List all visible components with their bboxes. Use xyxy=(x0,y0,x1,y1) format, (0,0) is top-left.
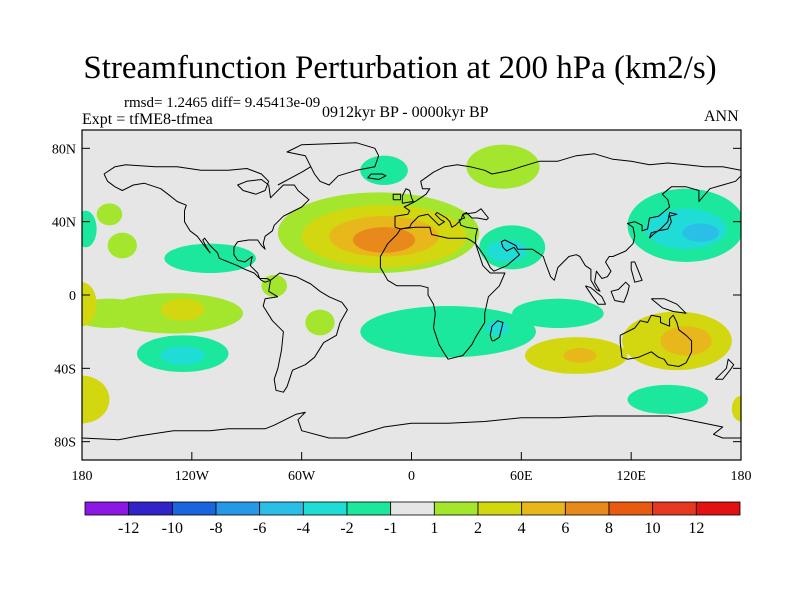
longitude-axis: 180 120W 60W 0 60E 120E 180 xyxy=(72,452,752,484)
colorbar: -12 -10 -8 -6 -4 -2 -1 1 2 4 6 8 10 12 xyxy=(84,501,741,537)
coastline-3 xyxy=(394,153,741,228)
colorbar-label: -8 xyxy=(209,520,222,537)
anomaly-east-pacific-low-edge xyxy=(82,210,97,248)
lat-tick-label: 40S xyxy=(54,362,76,377)
anomaly-south-indian-high-core xyxy=(563,348,597,363)
anomaly-madagascar-low-core xyxy=(486,320,509,336)
latitude-axis: 80N 40N 0 40S 80S xyxy=(52,142,741,451)
colorbar-swatch xyxy=(477,501,523,516)
lon-tick-label: 180 xyxy=(72,469,93,484)
coastline-14 xyxy=(610,281,630,303)
coastline-6 xyxy=(392,193,401,201)
anomaly-central-america-high xyxy=(261,274,288,297)
lon-tick-label: 60E xyxy=(510,469,533,484)
colorbar-label: 2 xyxy=(474,520,482,537)
anomaly-indian-ocean-low xyxy=(512,298,604,329)
colorbar-swatch xyxy=(695,501,741,516)
coastline-0 xyxy=(103,164,310,283)
anomaly-north-pacific-small-high xyxy=(96,203,123,226)
colorbar-swatch xyxy=(433,501,479,516)
lon-tick-label: 180 xyxy=(731,469,752,484)
colorbar-label: 6 xyxy=(561,520,569,537)
anomaly-southern-ocean-low xyxy=(627,384,709,415)
experiment-label: Expt = tfME8-tfmea xyxy=(82,111,213,128)
colorbar-label: 12 xyxy=(688,520,704,537)
coastline-13 xyxy=(584,285,606,305)
coastline-7 xyxy=(277,142,380,186)
lon-tick-label: 120E xyxy=(616,469,646,484)
colorbar-swatch xyxy=(390,501,435,516)
colorbar-swatch xyxy=(259,501,304,516)
colorbar-swatch xyxy=(652,501,697,516)
stats-line: rmsd= 1.2465 diff= 9.45413e-09 xyxy=(124,95,321,111)
coastlines xyxy=(82,142,741,460)
anomaly-brazil-high xyxy=(305,309,335,336)
colorbar-label: 8 xyxy=(605,520,613,537)
colorbar-label: -6 xyxy=(253,520,266,537)
anomaly-greenland-low xyxy=(360,155,408,185)
colorbar-label: -12 xyxy=(118,520,139,537)
lon-tick-label: 60W xyxy=(288,469,316,484)
colorbar-swatch xyxy=(215,501,261,516)
colorbar-label: 10 xyxy=(645,520,661,537)
coastline-1 xyxy=(262,272,348,393)
anomaly-east-pacific-high-core xyxy=(160,298,205,321)
colorbar-swatch xyxy=(521,501,566,516)
colorbar-label: 1 xyxy=(430,520,438,537)
anomaly-caribbean-low xyxy=(164,243,256,273)
colorbar-label: -2 xyxy=(340,520,353,537)
coastline-5 xyxy=(401,188,414,204)
colorbar-swatch xyxy=(128,501,173,516)
season-label: ANN xyxy=(704,108,739,125)
map-field xyxy=(82,130,741,460)
colorbar-swatch xyxy=(564,501,610,516)
anomaly-atlantic-west-high xyxy=(107,232,137,259)
anomaly-north-atlantic-high-peak xyxy=(352,227,416,253)
lat-tick-label: 80S xyxy=(54,436,76,451)
coastline-2 xyxy=(379,226,506,360)
anomaly-south-pacific-high-east xyxy=(731,395,741,422)
coastline-12 xyxy=(649,212,678,239)
anomaly-south-atlantic-low xyxy=(360,306,536,358)
anomaly-south-pacific-low-core xyxy=(160,346,205,365)
coastline-4 xyxy=(394,175,741,292)
anomaly-east-dateline-high xyxy=(82,282,97,327)
anomaly-tropical-pacific-low xyxy=(82,298,150,328)
coastline-11 xyxy=(489,320,504,342)
colorbar-label: 4 xyxy=(518,520,526,537)
colorbar-label: -10 xyxy=(162,520,183,537)
coastline-9 xyxy=(619,314,693,367)
anomaly-south-pacific-high-west xyxy=(82,375,110,424)
lon-tick-label: 0 xyxy=(408,469,415,484)
coastline-17 xyxy=(82,411,741,441)
colorbar-swatch xyxy=(84,501,130,516)
lat-tick-label: 40N xyxy=(52,216,76,231)
coastline-15 xyxy=(650,298,687,314)
colorbar-swatch xyxy=(171,501,217,516)
colorbar-swatch xyxy=(302,501,348,516)
colorbar-label: -1 xyxy=(384,520,397,537)
lat-tick-label: 0 xyxy=(69,289,76,304)
lat-tick-label: 80N xyxy=(52,142,76,157)
colorbar-label: -4 xyxy=(297,520,310,537)
coastline-8 xyxy=(367,173,387,180)
anomaly-nw-pacific-low-peak xyxy=(682,223,720,242)
anomaly-arctic-high xyxy=(466,144,540,189)
coastline-10 xyxy=(715,358,735,380)
anomaly-australia-high-core xyxy=(660,326,712,356)
coastline-16 xyxy=(630,261,643,283)
colorbar-swatch xyxy=(346,501,392,516)
lon-tick-label: 120W xyxy=(175,469,210,484)
colorbar-swatch xyxy=(608,501,654,516)
figure-title: Streamfunction Perturbation at 200 hPa (… xyxy=(83,50,717,86)
period-label: 0912kyr BP - 0000kyr BP xyxy=(322,104,489,121)
